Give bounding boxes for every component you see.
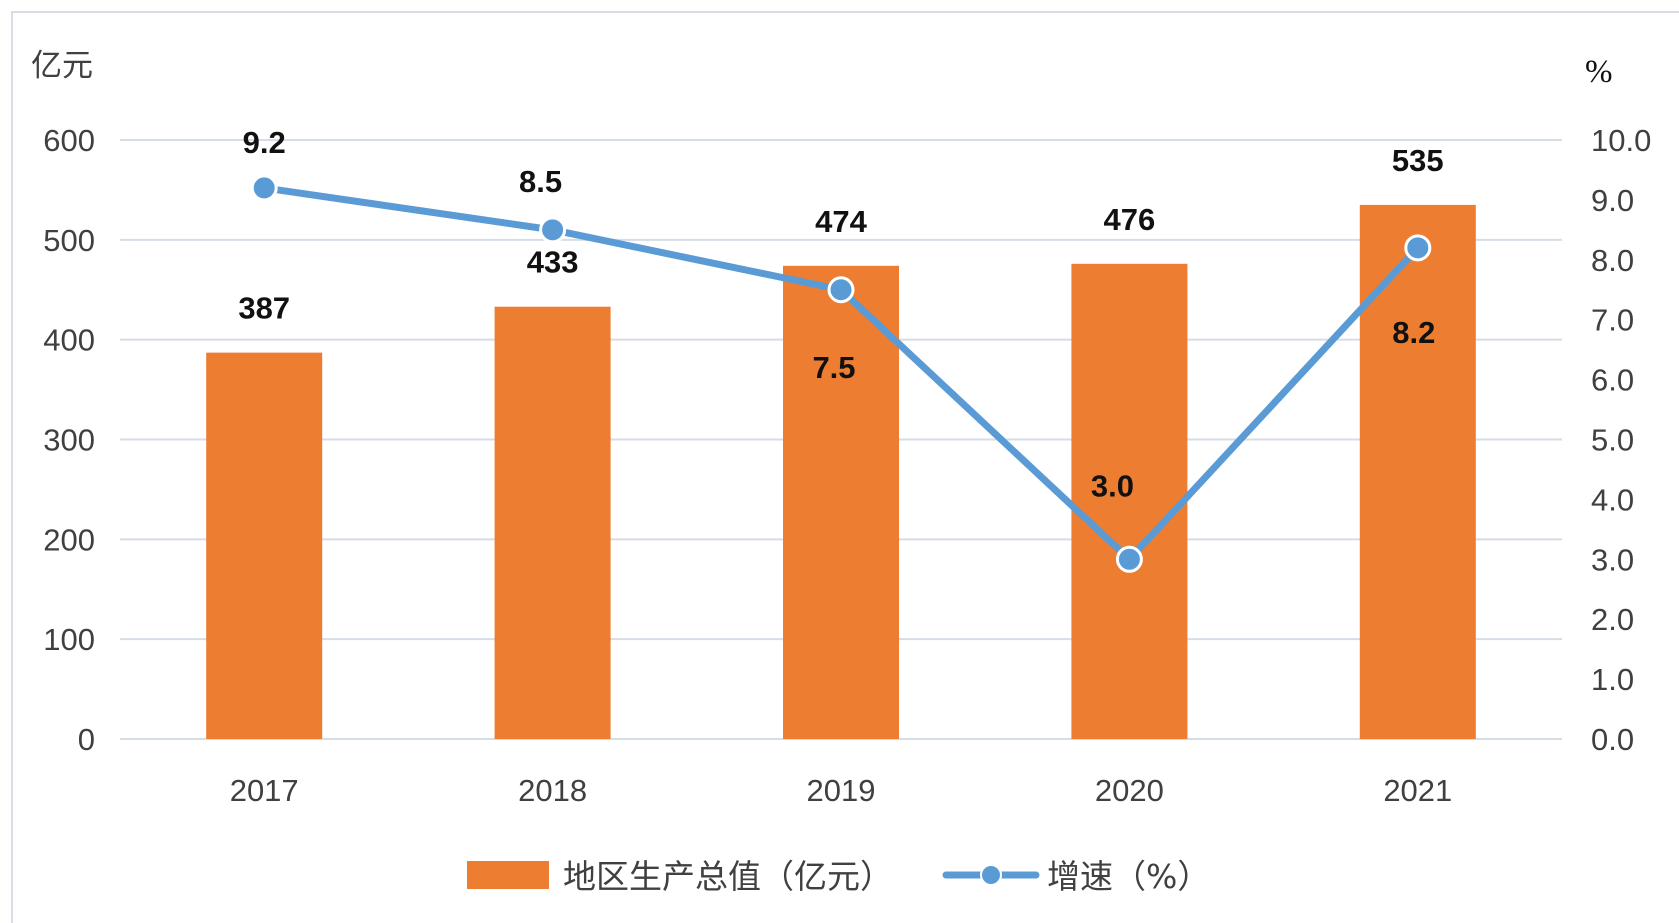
line-value-label: 7.5	[812, 350, 855, 385]
legend-bar-label: 地区生产总值（亿元）	[563, 857, 893, 896]
bar-value-label: 433	[527, 245, 579, 280]
bar	[1359, 204, 1476, 739]
line-value-label: 8.2	[1392, 315, 1435, 350]
bar-value-label: 387	[238, 291, 290, 326]
y-left-tick-label: 300	[43, 423, 95, 458]
y-left-tick-label: 500	[43, 223, 95, 258]
line-point	[1115, 545, 1143, 573]
x-tick-label: 2021	[1383, 773, 1452, 808]
y-right-tick-label: 3.0	[1591, 542, 1634, 577]
y-right-tick-label: 6.0	[1591, 363, 1634, 398]
y-left-tick-label: 200	[43, 522, 95, 557]
legend-line-marker	[980, 864, 1002, 886]
bar-value-label: 474	[815, 204, 867, 239]
left-axis-unit: 亿元	[31, 48, 93, 84]
y-right-tick-label: 0.0	[1591, 722, 1634, 757]
line-value-label: 8.5	[519, 164, 562, 199]
x-tick-label: 2019	[807, 773, 876, 808]
line-point	[539, 216, 567, 244]
x-tick-label: 2020	[1095, 773, 1164, 808]
y-right-tick-label: 8.0	[1591, 243, 1634, 278]
bar	[206, 352, 323, 739]
x-tick-label: 2018	[518, 773, 587, 808]
y-right-tick-label: 2.0	[1591, 602, 1634, 637]
bar	[1071, 263, 1188, 739]
y-left-tick-label: 400	[43, 323, 95, 358]
y-right-tick-label: 10.0	[1591, 123, 1651, 158]
line-value-label: 3.0	[1091, 468, 1134, 503]
y-left-tick-label: 0	[78, 722, 95, 757]
y-right-tick-label: 5.0	[1591, 423, 1634, 458]
line-point	[1404, 234, 1432, 262]
y-right-tick-label: 4.0	[1591, 482, 1634, 517]
legend-bar-swatch	[467, 861, 549, 889]
y-right-tick-label: 1.0	[1591, 662, 1634, 697]
line-point	[250, 174, 278, 202]
line-series	[250, 174, 1432, 573]
x-tick-label: 2017	[230, 773, 299, 808]
axes: 亿元 % 0 100 200 300 400 500 600 0.0 1.0 2.0 3.0 4.0 5…	[31, 48, 1651, 808]
line-point	[827, 276, 855, 304]
y-right-tick-label: 7.0	[1591, 303, 1634, 338]
bar-value-label: 535	[1392, 143, 1444, 178]
y-left-tick-label: 600	[43, 123, 95, 158]
right-axis-unit: %	[1585, 54, 1613, 90]
y-left-tick-label: 100	[43, 622, 95, 657]
legend-line-label: 增速（%）	[1047, 857, 1210, 896]
bar	[494, 306, 611, 739]
data-labels: 387 433 474 476 535 9.2 8.5 7.5 3.0 8.2	[238, 125, 1443, 503]
bar	[783, 265, 899, 739]
y-right-tick-label: 9.0	[1591, 183, 1634, 218]
legend: 地区生产总值（亿元） 增速（%）	[467, 857, 1210, 896]
bar-value-label: 476	[1104, 202, 1156, 237]
line-value-label: 9.2	[243, 125, 286, 160]
